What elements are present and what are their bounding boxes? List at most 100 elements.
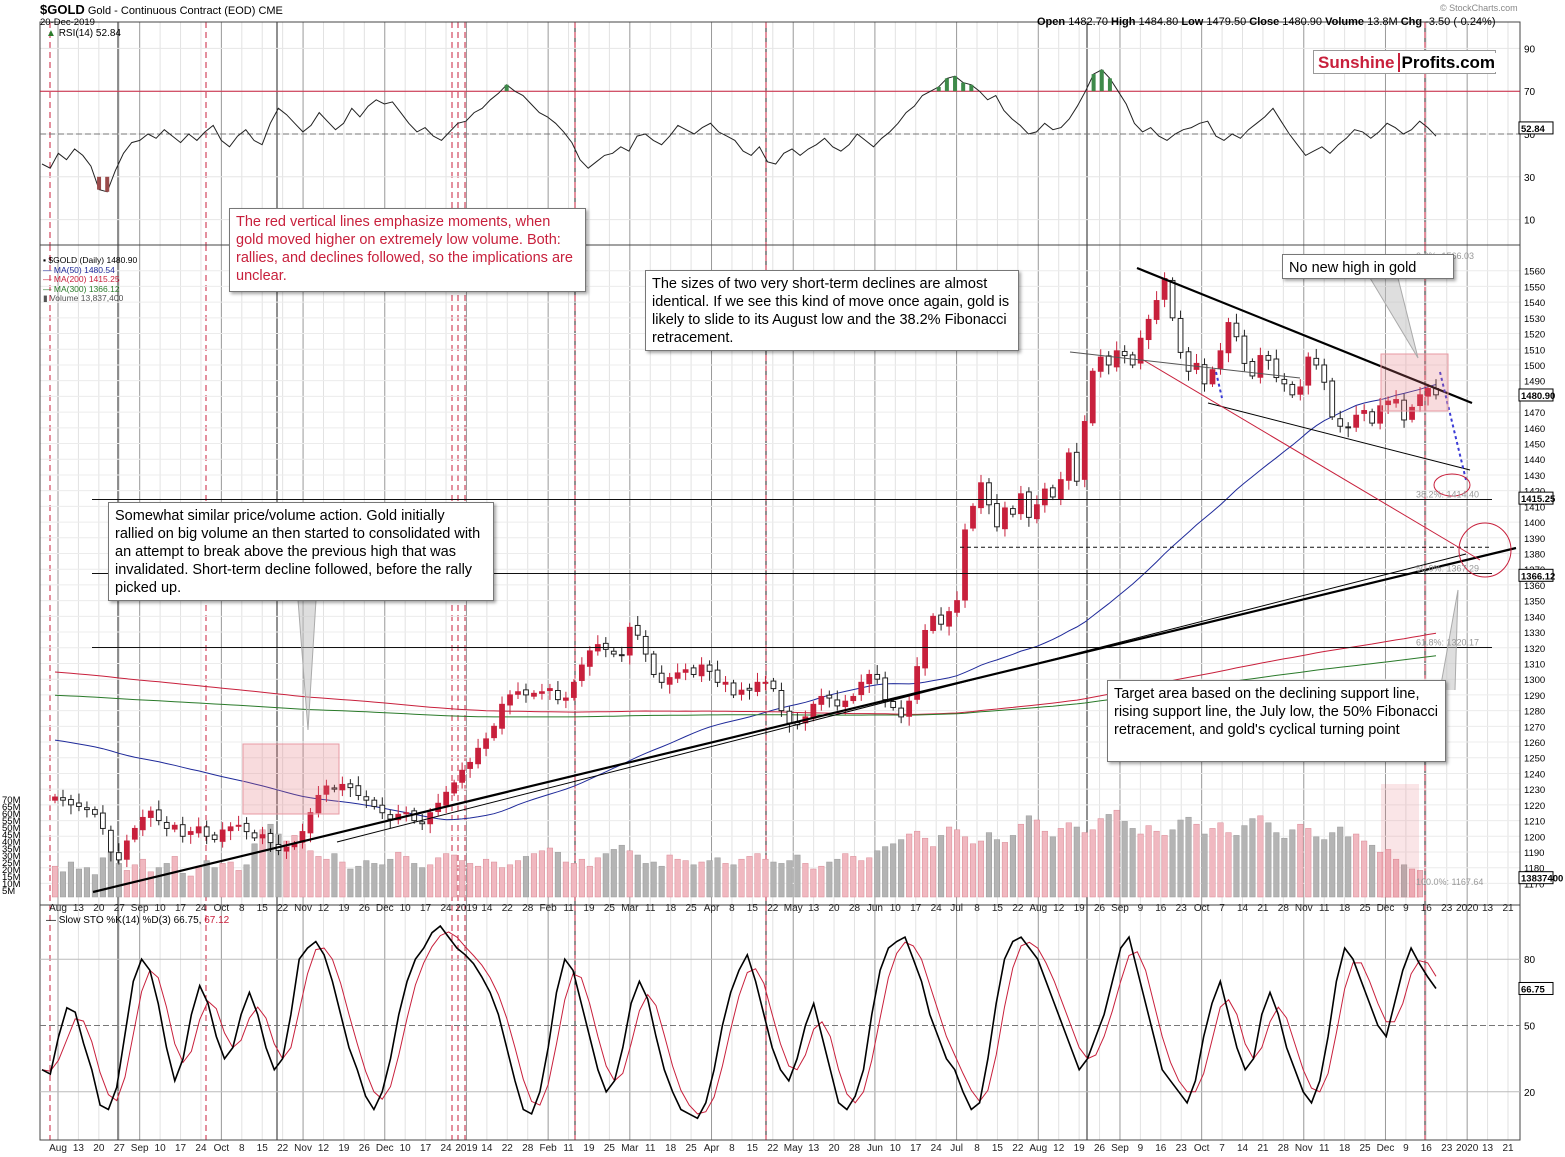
x-tick-label: 21 xyxy=(1502,903,1514,914)
candle-body xyxy=(1113,350,1120,368)
volume-bar xyxy=(1305,828,1312,898)
callout-connector xyxy=(1069,351,1301,379)
target-circle-small xyxy=(1433,473,1471,497)
sunshine-profits-logo: Sunshine Profits.com xyxy=(1313,50,1498,74)
price-tick-label: 1310 xyxy=(1524,659,1545,670)
price-tick-label: 1220 xyxy=(1524,801,1545,812)
x-tick-label: 25 xyxy=(604,1143,616,1154)
x-tick-label: 28 xyxy=(522,1143,534,1154)
volume-bar xyxy=(1169,829,1176,898)
candle-body xyxy=(1177,317,1184,353)
candle-body xyxy=(539,691,545,694)
candle-body xyxy=(451,782,458,794)
volume-bar xyxy=(770,861,777,898)
x-tick-label: Aug xyxy=(1029,903,1047,914)
price-tick-label: 1500 xyxy=(1524,361,1545,372)
volume-bar xyxy=(203,860,210,898)
volume-tick-label: 25M xyxy=(2,858,21,869)
volume-bar xyxy=(115,863,122,898)
volume-bar xyxy=(546,847,553,898)
candle-body xyxy=(754,681,761,692)
volume-bar xyxy=(834,858,841,898)
volume-bar xyxy=(1145,825,1152,898)
price-tick-label: 1460 xyxy=(1524,424,1545,435)
candle-body xyxy=(762,681,769,684)
stoch-k-line xyxy=(41,924,1437,1120)
candle-body xyxy=(163,821,170,829)
price-tick-label: 1400 xyxy=(1524,518,1545,529)
price-last-tag: 1480.90 xyxy=(1521,391,1555,402)
rsi-tick-label: 30 xyxy=(1524,173,1536,184)
declining-support-line xyxy=(1207,402,1471,471)
candle-body xyxy=(970,505,976,529)
candle-body xyxy=(1321,364,1328,383)
x-tick-label: 21 xyxy=(1257,1143,1269,1154)
x-tick-label: 13 xyxy=(808,1143,820,1154)
volume-bar xyxy=(570,863,577,898)
x-tick-label: 21 xyxy=(1257,903,1269,914)
volume-tick-label: 5M xyxy=(2,886,15,897)
volume-bar xyxy=(961,836,969,898)
x-tick-label: 8 xyxy=(239,1143,245,1154)
candle-body xyxy=(1249,361,1256,377)
volume-bar xyxy=(307,850,314,898)
candle-body xyxy=(555,690,561,701)
volume-bar xyxy=(139,858,146,898)
x-tick-label: Dec xyxy=(1377,1143,1395,1154)
candle-body xyxy=(682,669,689,673)
candle-body xyxy=(331,787,338,790)
candle-body xyxy=(770,680,777,690)
candle-body xyxy=(315,794,322,814)
x-tick-label: 14 xyxy=(481,1143,493,1154)
volume-bar xyxy=(195,865,202,898)
volume-bar xyxy=(1033,819,1040,898)
candle-body xyxy=(610,650,617,655)
x-tick-label: 23 xyxy=(1176,903,1188,914)
candle-body xyxy=(68,799,74,806)
volume-bar xyxy=(1273,832,1280,898)
candle-body xyxy=(1161,278,1168,300)
candle-body xyxy=(1289,383,1296,396)
x-tick-label: Sep xyxy=(131,1143,149,1154)
volume-bar xyxy=(1297,823,1304,898)
x-tick-label: 13 xyxy=(73,1143,85,1154)
x-tick-label: 26 xyxy=(1094,1143,1106,1154)
x-tick-label: 24 xyxy=(931,903,943,914)
volume-bar xyxy=(387,858,394,898)
candle-body xyxy=(547,688,553,692)
x-tick-label: 15 xyxy=(992,1143,1004,1154)
candle-body xyxy=(1129,354,1136,366)
x-tick-label: May xyxy=(784,1143,803,1154)
volume-bar xyxy=(1185,816,1192,898)
volume-bar xyxy=(1369,844,1376,898)
volume-bar xyxy=(1201,833,1208,898)
stoch-tick-label: 50 xyxy=(1524,1022,1536,1033)
candle-body xyxy=(531,692,537,697)
volume-bar xyxy=(1313,836,1320,898)
candle-body xyxy=(491,725,497,739)
volume-bar xyxy=(969,843,977,898)
volume-bar xyxy=(1361,840,1368,898)
candle-body xyxy=(131,827,138,840)
ma200-line xyxy=(54,632,1437,715)
x-tick-label: 2020 xyxy=(1456,903,1479,914)
x-tick-label: 19 xyxy=(338,1143,350,1154)
volume-bar xyxy=(634,854,641,898)
x-tick-label: 11 xyxy=(1319,1143,1330,1154)
x-tick-label: 22 xyxy=(1012,1143,1024,1154)
volume-bar xyxy=(1065,822,1072,898)
candle-body xyxy=(1257,355,1264,378)
price-tick-label: 1180 xyxy=(1524,864,1544,875)
volume-bar xyxy=(91,874,98,898)
price-tick-label: 1280 xyxy=(1524,707,1545,718)
volume-bar xyxy=(650,861,657,898)
ma300-last-tag-box xyxy=(1518,568,1554,582)
candle-body xyxy=(666,677,673,685)
rsi-tick-label: 50 xyxy=(1524,130,1536,141)
volume-bar xyxy=(211,867,218,898)
price-tick-label: 1350 xyxy=(1524,597,1545,608)
price-tick-label: 1560 xyxy=(1524,267,1545,278)
candle-body xyxy=(778,690,785,712)
candle-body xyxy=(1105,355,1112,366)
volume-bar xyxy=(578,858,585,898)
